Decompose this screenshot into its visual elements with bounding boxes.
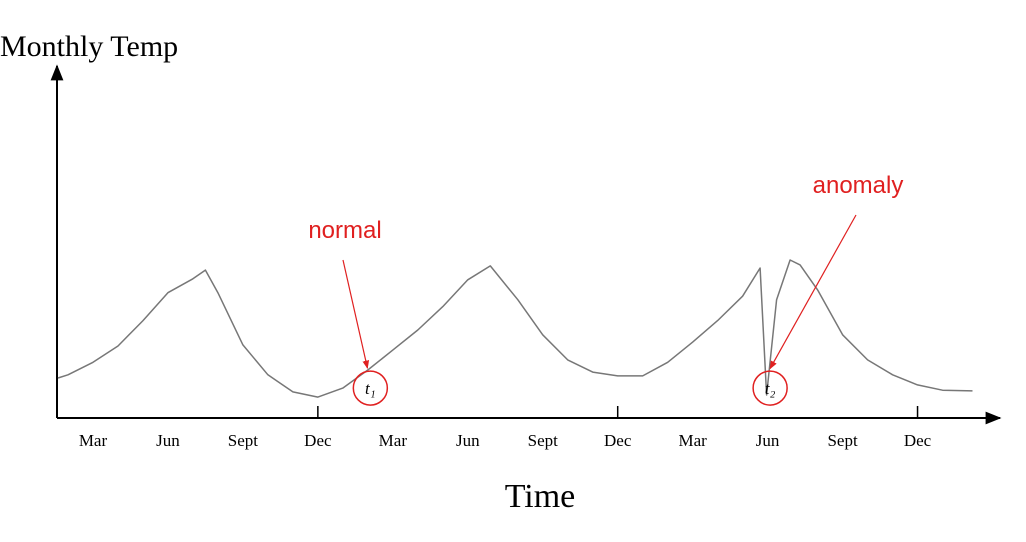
x-tick-label: Jun [756, 431, 780, 450]
x-tick-label: Dec [604, 431, 632, 450]
x-tick-label: Sept [528, 431, 559, 450]
x-tick-label: Mar [79, 431, 108, 450]
x-tick-label: Mar [678, 431, 707, 450]
data-line [57, 259, 973, 398]
annotation-circle [352, 370, 389, 406]
y-axis-label: Monthly Temp [0, 30, 178, 63]
x-tick-label: Sept [827, 431, 858, 450]
x-tick-label: Jun [156, 431, 180, 450]
x-tick-label: Dec [904, 431, 932, 450]
annotation-arrow [342, 259, 370, 369]
annotation-text: normal [308, 217, 381, 244]
x-axis-label: Time [505, 478, 576, 515]
annotation-marker: t₁ [365, 379, 376, 398]
annotation-arrow [769, 214, 857, 370]
x-tick-label: Mar [379, 431, 408, 450]
x-tick-label: Jun [456, 431, 480, 450]
x-tick-label: Sept [228, 431, 259, 450]
annotation-circle [752, 370, 788, 406]
x-tick-label: Dec [304, 431, 332, 450]
annotation-text: anomaly [813, 172, 904, 199]
annotation-marker: t₂ [765, 379, 776, 398]
